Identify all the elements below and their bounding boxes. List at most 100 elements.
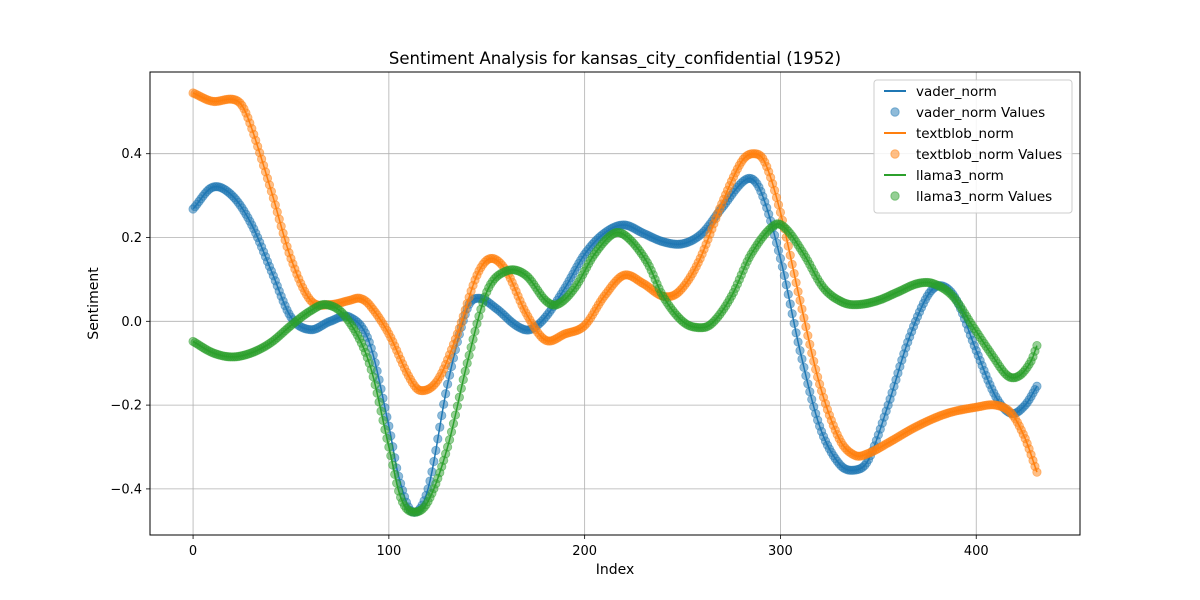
- data-point-vader_norm: [441, 389, 451, 399]
- data-point-textblob_norm: [775, 207, 786, 217]
- data-point-vader_norm: [775, 253, 786, 264]
- data-point-textblob_norm: [773, 200, 784, 210]
- data-point-textblob_norm: [1032, 467, 1042, 477]
- data-point-vader_norm: [791, 328, 801, 338]
- data-point-vader_norm: [793, 337, 803, 347]
- data-point-vader_norm: [795, 346, 805, 356]
- plot-frame: [149, 71, 1081, 536]
- x-tick-label: 100: [376, 544, 401, 559]
- y-tick-label: 0.0: [121, 315, 142, 330]
- data-point-llama3_norm: [378, 415, 388, 425]
- data-point-llama3_norm: [444, 435, 455, 445]
- data-point-llama3_norm: [372, 388, 382, 398]
- data-point-textblob_norm: [783, 241, 793, 251]
- data-point-textblob_norm: [805, 339, 815, 349]
- data-point-textblob_norm: [803, 330, 813, 341]
- data-point-llama3_norm: [388, 460, 398, 470]
- data-point-vader_norm: [433, 434, 443, 444]
- data-point-llama3_norm: [446, 427, 457, 437]
- data-point-vader_norm: [799, 362, 809, 372]
- data-point-vader_norm: [439, 399, 449, 409]
- data-point-vader_norm: [435, 422, 445, 432]
- data-point-vader_norm: [787, 309, 797, 319]
- data-point-llama3_norm: [1032, 341, 1042, 351]
- y-tick-label: −0.4: [110, 482, 142, 497]
- data-point-llama3_norm: [374, 397, 384, 407]
- legend-label: llama3_norm: [916, 168, 1004, 184]
- legend-label: llama3_norm Values: [916, 189, 1052, 205]
- data-point-llama3_norm: [468, 334, 478, 344]
- data-point-vader_norm: [789, 318, 799, 329]
- chart-title: Sentiment Analysis for kansas_city_confi…: [389, 49, 841, 69]
- data-point-llama3_norm: [370, 380, 380, 390]
- data-point-vader_norm: [431, 445, 441, 456]
- legend-label: vader_norm: [916, 84, 997, 100]
- x-axis-title: Index: [596, 562, 635, 578]
- data-point-llama3_norm: [464, 350, 474, 360]
- data-point-llama3_norm: [382, 433, 392, 444]
- data-point-vader_norm: [442, 379, 453, 389]
- y-tick-label: 0.2: [121, 231, 142, 246]
- series-llama3_norm: [188, 219, 1042, 517]
- data-point-textblob_norm: [799, 313, 809, 323]
- legend-label: textblob_norm Values: [916, 147, 1062, 163]
- y-axis-title: Sentiment: [86, 267, 102, 340]
- data-point-llama3_norm: [376, 406, 386, 416]
- data-point-vader_norm: [803, 379, 813, 389]
- data-point-vader_norm: [779, 270, 789, 281]
- data-point-llama3_norm: [450, 410, 461, 420]
- data-point-vader_norm: [773, 245, 784, 256]
- data-point-llama3_norm: [452, 401, 462, 411]
- data-point-vader_norm: [801, 371, 811, 381]
- data-point-llama3_norm: [386, 451, 396, 461]
- data-point-llama3_norm: [454, 392, 464, 402]
- data-point-vader_norm: [785, 299, 795, 309]
- y-tick-label: −0.2: [110, 399, 142, 414]
- series-textblob_norm: [188, 88, 1042, 477]
- data-point-llama3_norm: [466, 342, 476, 352]
- data-point-textblob_norm: [789, 268, 799, 279]
- legend-marker-swatch: [890, 149, 900, 159]
- data-point-vader_norm: [429, 456, 439, 467]
- x-tick-label: 0: [189, 544, 197, 559]
- x-tick-label: 300: [768, 544, 793, 559]
- x-tick-label: 200: [572, 544, 597, 559]
- data-point-vader_norm: [427, 467, 437, 477]
- data-point-llama3_norm: [470, 326, 480, 336]
- data-point-llama3_norm: [456, 383, 466, 393]
- data-point-llama3_norm: [460, 366, 470, 376]
- data-point-textblob_norm: [801, 322, 811, 332]
- series-layer: [188, 88, 1042, 517]
- data-point-vader_norm: [437, 410, 447, 421]
- data-point-vader_norm: [805, 387, 815, 397]
- legend-marker-swatch: [890, 107, 900, 117]
- data-point-textblob_norm: [793, 287, 803, 297]
- x-tick-label: 400: [964, 544, 989, 559]
- data-point-vader_norm: [797, 354, 807, 364]
- data-point-llama3_norm: [384, 442, 394, 452]
- data-point-llama3_norm: [462, 358, 472, 368]
- data-point-vader_norm: [1032, 381, 1042, 391]
- data-point-llama3_norm: [368, 372, 378, 382]
- data-point-vader_norm: [783, 289, 793, 299]
- data-point-textblob_norm: [791, 278, 801, 288]
- data-point-vader_norm: [781, 280, 791, 290]
- legend-marker-swatch: [890, 191, 900, 201]
- data-point-textblob_norm: [809, 356, 819, 366]
- legend-box: [873, 79, 1073, 214]
- data-point-llama3_norm: [390, 469, 400, 479]
- data-point-llama3_norm: [458, 375, 468, 385]
- data-point-llama3_norm: [380, 424, 390, 435]
- legend-label: vader_norm Values: [916, 105, 1045, 121]
- ticks: 0 100 200 300 400 −0.4 −0.2 0.0 0.2 0.4: [110, 147, 988, 559]
- data-point-textblob_norm: [811, 364, 821, 374]
- data-point-vader_norm: [771, 238, 782, 248]
- data-point-textblob_norm: [785, 250, 795, 260]
- legend: vader_norm vader_norm Values textblob_norm…: [873, 79, 1073, 214]
- legend-label: textblob_norm: [916, 126, 1014, 142]
- data-point-textblob_norm: [807, 348, 817, 358]
- data-point-textblob_norm: [797, 304, 807, 314]
- y-tick-label: 0.4: [121, 147, 142, 162]
- data-point-llama3_norm: [392, 478, 402, 488]
